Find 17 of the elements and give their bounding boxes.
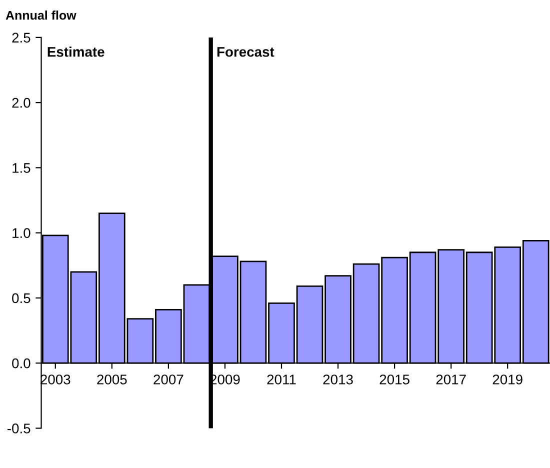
- x-tick-label: 2015: [380, 374, 410, 384]
- y-tick-label: 2.5: [12, 32, 30, 43]
- y-axis-title: Annual flow: [6, 10, 76, 20]
- x-tick-label: 2011: [267, 374, 296, 384]
- y-tick-label: 0.5: [12, 293, 30, 304]
- x-tick-label: 2007: [154, 374, 184, 384]
- y-tick-label: 2.0: [12, 98, 30, 108]
- y-tick-label: -0.5: [8, 424, 30, 434]
- y-tick-label: 1.0: [12, 228, 30, 238]
- x-tick-label: 2013: [323, 374, 353, 384]
- y-tick-label: 1.5: [12, 163, 30, 173]
- x-tick-label: 2019: [492, 374, 522, 384]
- x-tick-label: 2005: [97, 374, 127, 384]
- x-tick-label: 2017: [436, 374, 466, 384]
- annotation: Estimate: [48, 46, 104, 57]
- y-tick-label: 0.0: [12, 358, 30, 368]
- annotation: Forecast: [217, 47, 274, 57]
